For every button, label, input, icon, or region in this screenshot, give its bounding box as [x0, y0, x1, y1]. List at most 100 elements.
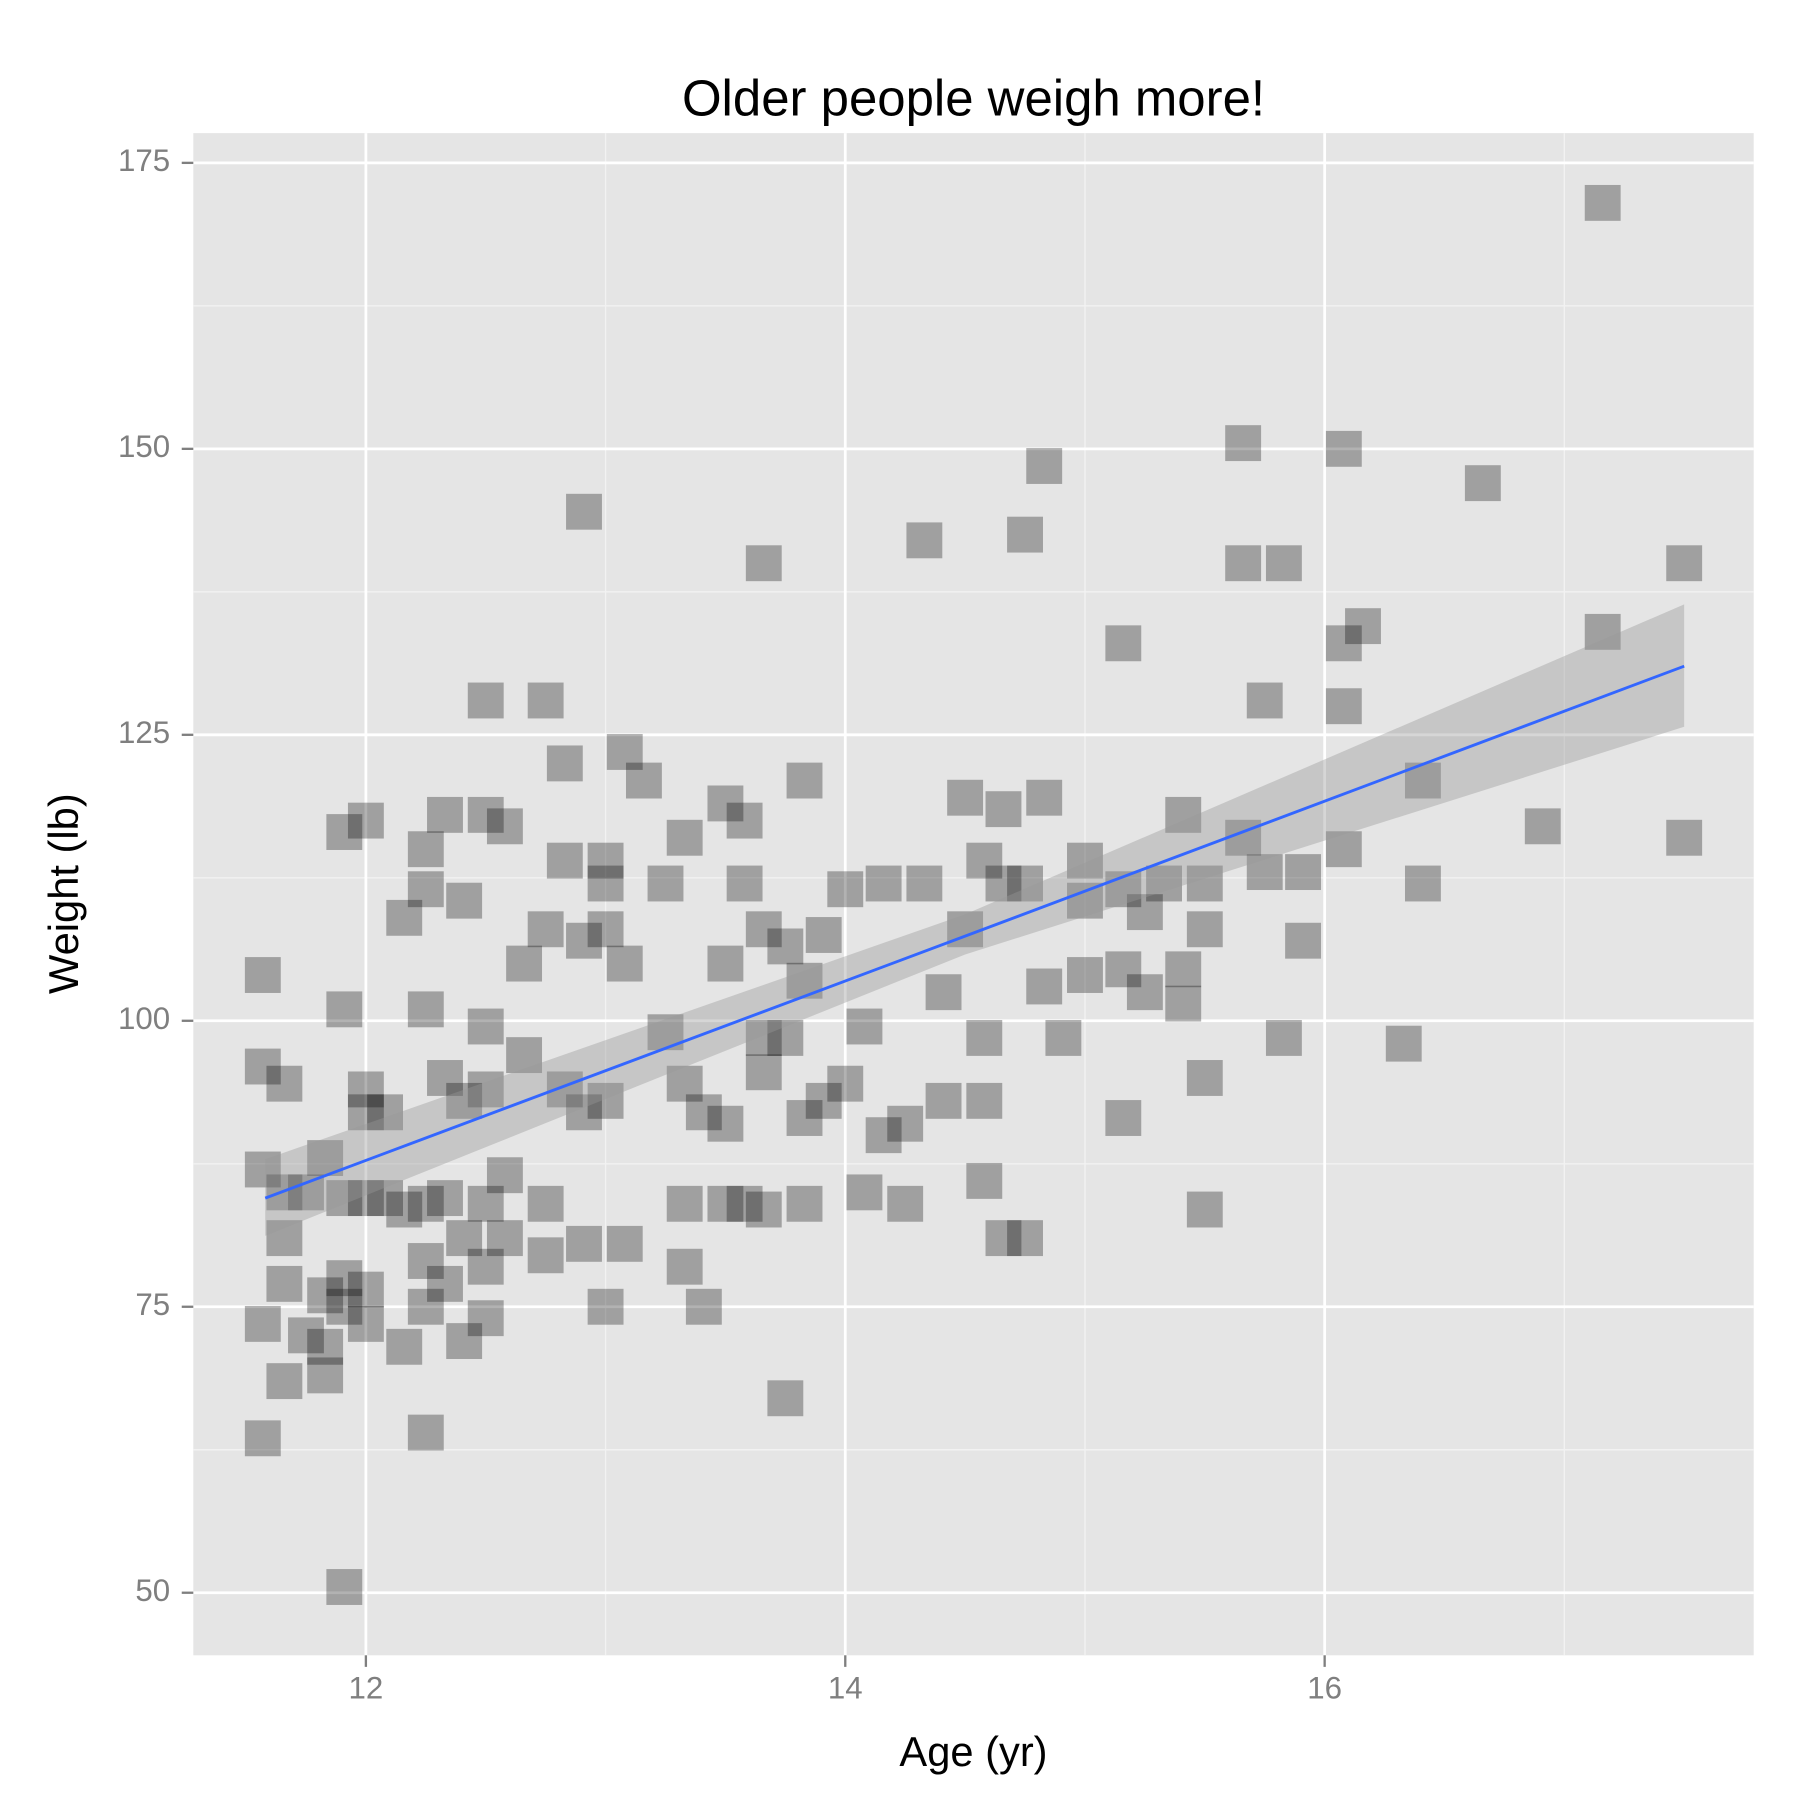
point — [1225, 425, 1262, 462]
point — [1007, 865, 1043, 902]
point — [966, 1020, 1003, 1056]
chart-title: Older people weigh more! — [682, 69, 1265, 126]
point — [865, 1117, 902, 1154]
point — [407, 1185, 444, 1222]
point — [347, 802, 384, 839]
point — [745, 545, 782, 582]
point — [427, 1180, 463, 1217]
point — [1007, 516, 1043, 553]
point — [1225, 545, 1262, 582]
point — [467, 1071, 504, 1108]
point — [546, 842, 583, 879]
point — [906, 522, 943, 559]
point — [707, 1105, 744, 1142]
point — [347, 1271, 384, 1308]
point — [1186, 1060, 1223, 1096]
point — [745, 1020, 782, 1056]
point — [1285, 854, 1322, 891]
point — [1285, 922, 1322, 959]
point — [925, 1082, 962, 1119]
x-tick-label: 14 — [828, 1670, 863, 1705]
point — [1325, 688, 1362, 725]
point — [1666, 545, 1703, 582]
point — [726, 1185, 763, 1222]
point — [1186, 865, 1223, 902]
point — [1105, 951, 1142, 988]
point — [326, 1569, 363, 1605]
point — [666, 1248, 703, 1285]
y-axis-title: Weight (lb) — [40, 793, 87, 994]
point — [1105, 625, 1142, 662]
point — [288, 1174, 324, 1211]
point — [827, 871, 864, 908]
point — [985, 1220, 1022, 1257]
point — [367, 1180, 404, 1217]
point — [1126, 974, 1163, 1011]
point — [726, 865, 763, 902]
point — [427, 1265, 463, 1302]
point — [1165, 951, 1202, 988]
point — [566, 1225, 602, 1262]
point — [467, 1008, 504, 1045]
point — [347, 1305, 384, 1342]
point — [386, 1191, 423, 1228]
point — [1385, 1025, 1422, 1062]
point — [1584, 613, 1621, 650]
grid — [193, 133, 1754, 1656]
point — [1345, 608, 1381, 645]
point — [805, 917, 842, 953]
point — [767, 928, 804, 965]
point — [566, 922, 602, 959]
point — [985, 791, 1022, 828]
point — [707, 785, 744, 822]
point — [386, 1328, 423, 1365]
y-tick-label: 125 — [118, 715, 170, 750]
point — [386, 899, 423, 936]
point — [666, 819, 703, 856]
point — [486, 1157, 523, 1194]
point — [906, 865, 943, 902]
point — [1026, 968, 1063, 1005]
point — [1265, 545, 1302, 582]
x-axis-title: Age (yr) — [899, 1728, 1047, 1775]
point — [1186, 1191, 1223, 1228]
point — [685, 1094, 722, 1131]
point — [786, 1185, 823, 1222]
marks — [244, 184, 1703, 1605]
point — [266, 1265, 303, 1302]
point — [625, 762, 662, 799]
point — [527, 1185, 564, 1222]
point — [1067, 957, 1103, 993]
point — [887, 1185, 924, 1222]
point — [1404, 865, 1441, 902]
point — [244, 1151, 281, 1188]
y-tick-label: 150 — [118, 429, 170, 464]
point — [685, 1288, 722, 1325]
point — [407, 1288, 444, 1325]
point — [467, 1248, 504, 1285]
point — [786, 1100, 823, 1136]
point — [347, 1180, 384, 1217]
point — [467, 682, 504, 719]
point — [1524, 808, 1561, 845]
point — [1126, 894, 1163, 931]
point — [506, 945, 543, 982]
point — [707, 1185, 744, 1222]
point — [587, 842, 624, 879]
point — [587, 911, 624, 948]
point — [865, 865, 902, 902]
point — [407, 871, 444, 908]
point — [367, 1094, 404, 1131]
point — [606, 945, 643, 982]
point — [1325, 625, 1362, 662]
point — [587, 1082, 624, 1119]
x-tick-label: 16 — [1307, 1670, 1342, 1705]
point — [244, 1305, 281, 1342]
point — [606, 734, 643, 770]
point — [1105, 1100, 1142, 1136]
point — [947, 779, 984, 816]
point — [427, 1060, 463, 1096]
point — [1007, 1220, 1043, 1257]
point — [1067, 842, 1103, 879]
